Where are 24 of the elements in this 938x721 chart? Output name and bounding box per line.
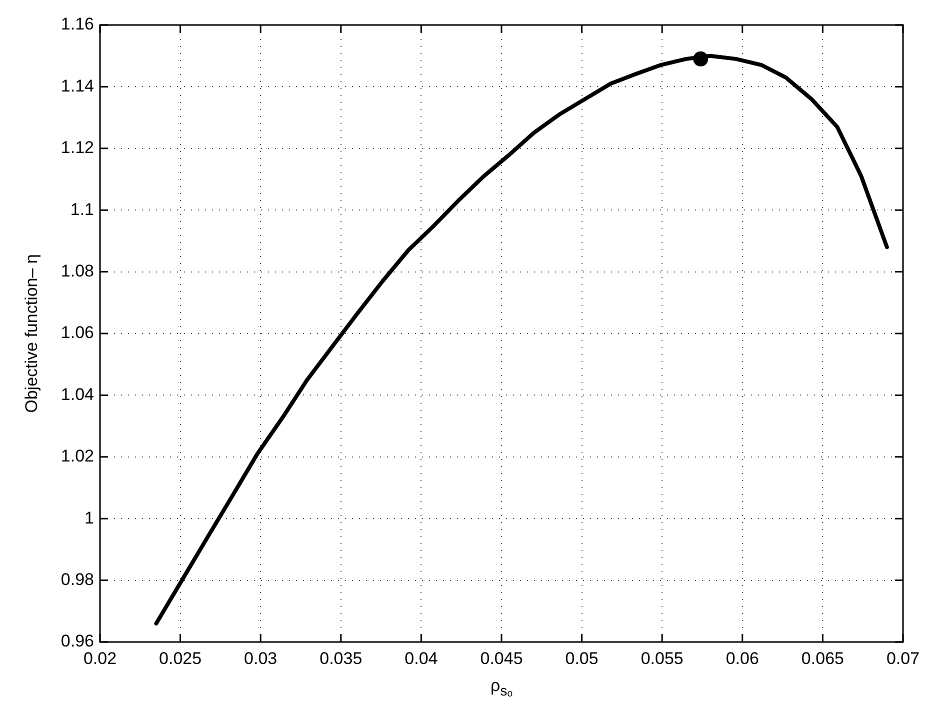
x-tick-label: 0.065 [801,648,844,668]
y-tick-label: 1.06 [60,323,94,342]
x-tick-label: 0.035 [320,648,362,668]
y-tick-label: 1.16 [60,14,94,34]
y-tick-label: 1.12 [60,138,94,158]
x-tick-label: 0.045 [480,648,523,668]
y-tick-label: 1.14 [60,76,94,96]
x-tick-label: 0.03 [244,648,278,668]
x-tick-label: 0.05 [565,648,598,668]
x-tick-label: 0.02 [83,648,117,668]
y-tick-label: 1.1 [70,200,94,219]
y-tick-label: 1.04 [60,384,94,404]
x-tick-label: 0.07 [886,648,920,668]
y-axis-title: Objective function– η [22,254,41,413]
y-tick-label: 1.08 [60,261,94,280]
x-tick-label: 0.06 [726,648,759,668]
y-tick-label: 1 [84,508,94,528]
y-tick-label: 0.96 [60,632,94,651]
x-tick-label: 0.055 [640,648,684,668]
y-tick-label: 0.98 [60,570,94,589]
y-tick-label: 1.02 [60,446,94,466]
x-tick-label: 0.025 [159,648,202,668]
x-axis-title: ρ$_{sₒ}$ [489,676,514,700]
x-tick-label: 0.04 [404,648,438,668]
